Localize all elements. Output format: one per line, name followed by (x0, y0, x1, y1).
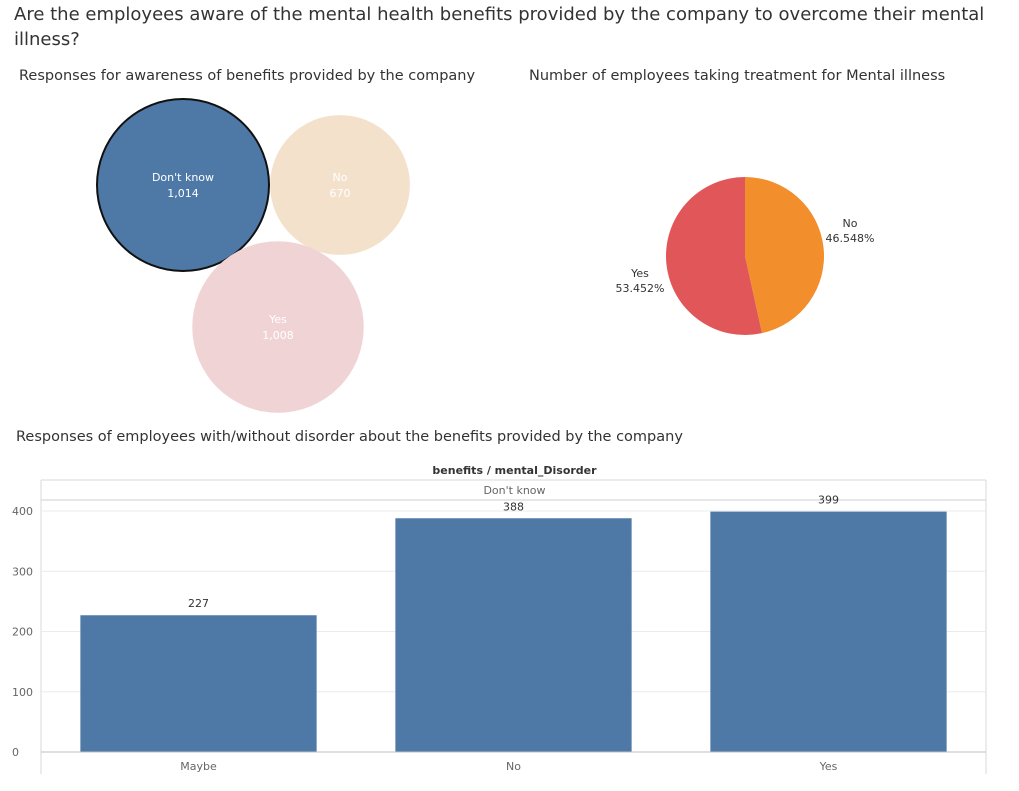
pie-label-yes-name: Yes (630, 267, 649, 280)
bubble-circle[interactable] (192, 241, 364, 413)
bar-yes[interactable] (710, 511, 947, 752)
bar-ytick-label: 400 (12, 505, 33, 518)
bar-ytick-label: 100 (12, 686, 33, 699)
bar-xtick-label: No (506, 760, 521, 773)
bar-no[interactable] (395, 518, 632, 752)
bar-ytick-label: 300 (12, 565, 33, 578)
bar-header: benefits / mental_Disorder (432, 464, 597, 477)
pie-chart-title: Number of employees taking treatment for… (529, 68, 946, 84)
bar-ytick-label: 0 (12, 746, 19, 759)
bubble-label: No (333, 171, 348, 184)
pie-label-yes: Yes 53.452% (616, 267, 665, 295)
bubble-value: 670 (330, 187, 351, 200)
bar-maybe[interactable] (80, 615, 317, 752)
bubble-yes[interactable]: Yes 1,008 (192, 241, 364, 413)
bubble-label: Don't know (152, 171, 214, 184)
bubble-value: 1,014 (167, 187, 199, 200)
pie-label-no-name: No (843, 217, 858, 230)
pie-label-no-value: 46.548% (826, 232, 875, 245)
bar-value-label: 388 (503, 500, 524, 513)
bar-xtick-label: Maybe (180, 760, 217, 773)
page-title: Are the employees aware of the mental he… (14, 4, 985, 50)
bubble-don-t-know[interactable]: Don't know 1,014 (96, 98, 270, 272)
bubble-chart[interactable]: Don't know 1,014 No 670 Yes 1,008 (0, 90, 500, 425)
bar-chart[interactable]: benefits / mental_Disorder Don't know 0 100… (0, 455, 1019, 791)
pie-slice-yes[interactable] (666, 177, 763, 335)
pie-label-no: No 46.548% (826, 217, 875, 245)
bubble-circle[interactable] (96, 98, 270, 272)
bar-value-label: 227 (188, 597, 209, 610)
pie-chart[interactable]: No 46.548% Yes 53.452% (600, 160, 1000, 360)
bar-value-label: 399 (818, 494, 839, 507)
bubble-value: 1,008 (262, 329, 294, 342)
bubble-no[interactable]: No 670 (270, 115, 410, 255)
bar-ytick-label: 200 (12, 626, 33, 639)
bar-chart-title: Responses of employees with/without diso… (16, 429, 683, 445)
pie-label-yes-value: 53.452% (616, 282, 665, 295)
pie-slice-no[interactable] (745, 177, 824, 334)
bubble-circle[interactable] (270, 115, 410, 255)
bar-subheader: Don't know (483, 484, 545, 497)
bar-xtick-label: Yes (819, 760, 838, 773)
bubble-chart-title: Responses for awareness of benefits prov… (19, 68, 476, 84)
bubble-label: Yes (268, 313, 287, 326)
